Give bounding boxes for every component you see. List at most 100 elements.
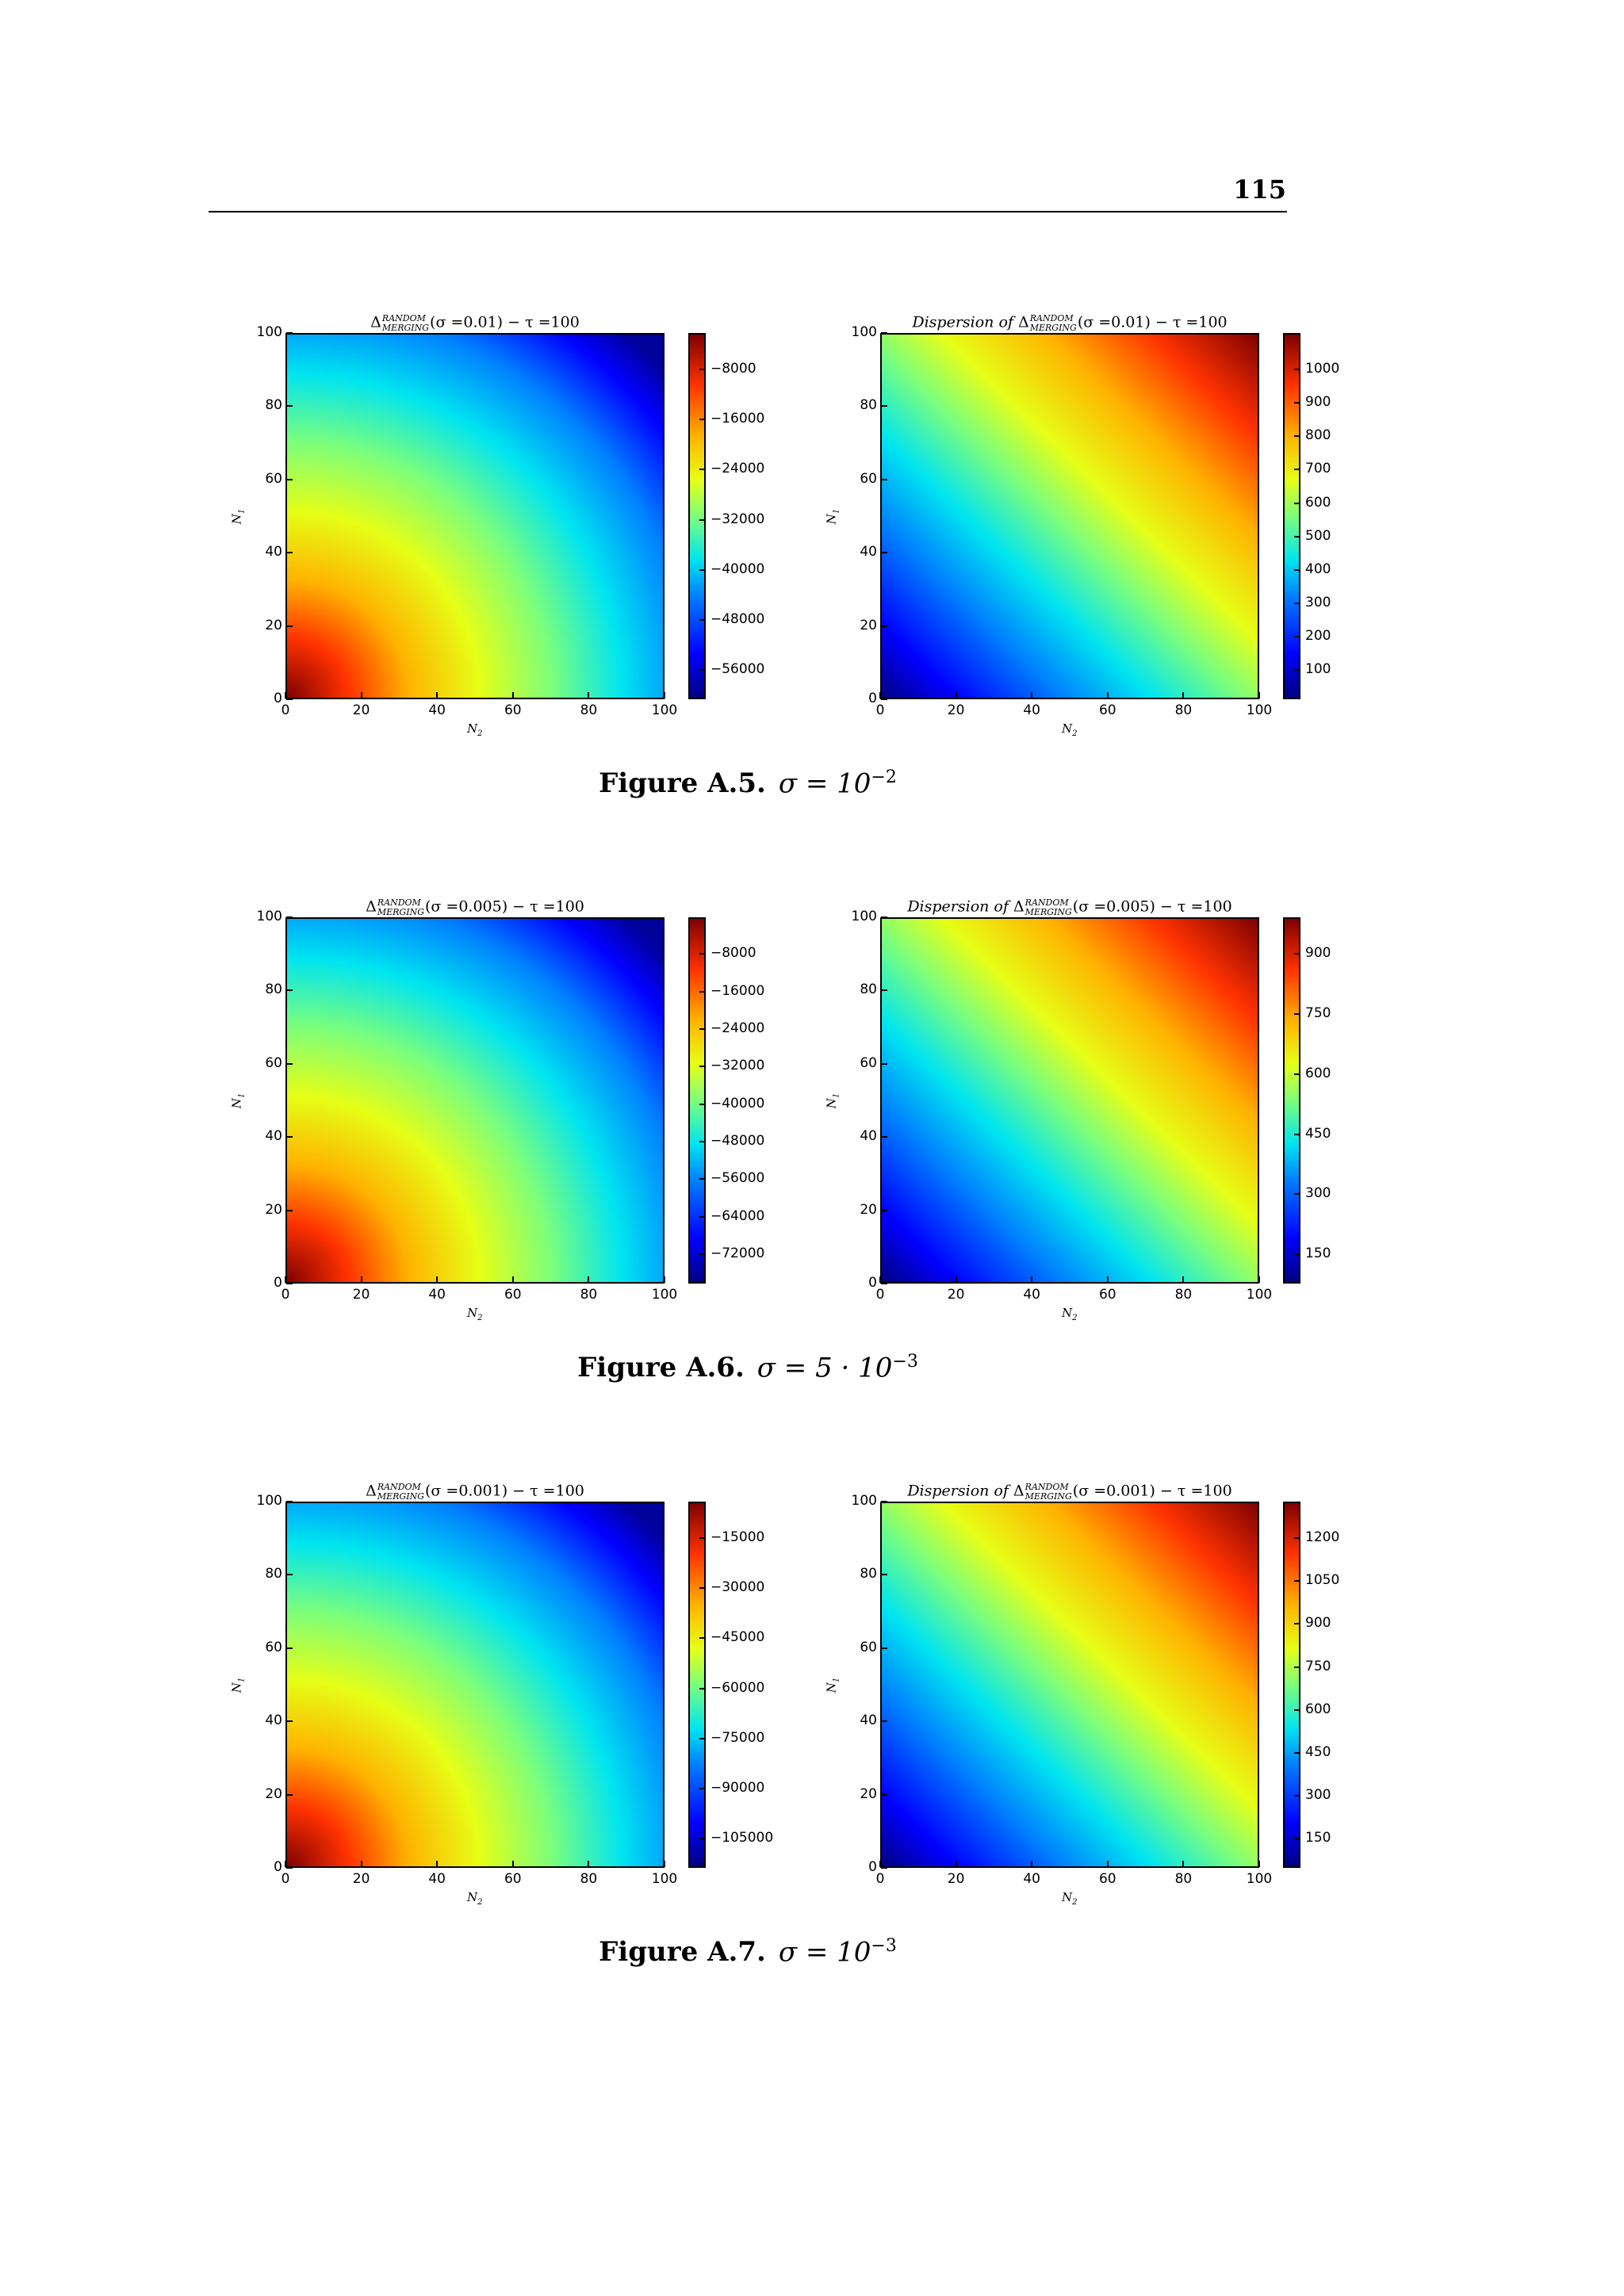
colorbar-tick-mark <box>1294 1580 1299 1582</box>
y-tick-mark <box>286 1574 293 1576</box>
colorbar-tick-label: −90000 <box>710 1779 765 1796</box>
x-tick-label: 0 <box>875 702 885 718</box>
colorbar-tick-label: 500 <box>1305 527 1331 544</box>
y-axis-label: N1 <box>824 1677 841 1693</box>
y-tick-label: 20 <box>265 1785 282 1802</box>
x-axis-label: N2 <box>1062 1890 1078 1907</box>
colorbar-tick-label: 800 <box>1305 427 1331 444</box>
x-tick-label: 80 <box>1174 1287 1193 1303</box>
colorbar-tick-label: 600 <box>1305 494 1331 511</box>
colorbar-tick-label: 1000 <box>1305 361 1340 377</box>
plot-title: Dispersion of Δ RANDOM MERGING (σ =0.001) −… <box>907 1482 1232 1502</box>
x-tick-label: 60 <box>1098 1871 1116 1887</box>
y-tick-mark <box>881 552 887 554</box>
colorbar-tick-mark <box>1294 1751 1299 1754</box>
colorbar-tick-mark <box>699 1178 704 1181</box>
x-tick-mark <box>1106 692 1109 698</box>
y-tick-label: 40 <box>860 1712 877 1729</box>
y-tick-label: 20 <box>860 1201 877 1218</box>
x-tick-label: 100 <box>1246 1871 1273 1887</box>
colorbar-tick-mark <box>699 1103 704 1105</box>
y-tick-label: 40 <box>265 544 282 561</box>
heatmap-mean <box>285 917 665 1284</box>
colorbar-tick-label: −40000 <box>710 1095 765 1112</box>
plot-title: Dispersion of Δ RANDOM MERGING (σ =0.005) −… <box>907 897 1232 917</box>
x-tick-label: 20 <box>947 1287 965 1303</box>
colorbar-mean <box>688 1502 706 1868</box>
colorbar-tick-mark <box>699 419 704 421</box>
y-tick-label: 60 <box>860 1639 877 1655</box>
x-tick-mark <box>1182 1861 1185 1867</box>
colorbar-tick-mark <box>1294 535 1299 538</box>
colorbar-tick-mark <box>699 618 704 621</box>
x-tick-label: 100 <box>651 1871 678 1887</box>
y-tick-label: 0 <box>868 1275 877 1291</box>
colorbar-tick-mark <box>1294 1623 1299 1625</box>
y-tick-label: 60 <box>265 470 282 487</box>
colorbar-tick-label: −56000 <box>710 661 765 678</box>
plot-title: Δ RANDOM MERGING (σ =0.001) − τ =100 <box>366 1482 584 1502</box>
colorbar-tick-label: 750 <box>1305 1658 1331 1674</box>
x-tick-label: 60 <box>504 1871 522 1887</box>
x-tick-label: 40 <box>428 702 446 718</box>
colorbar-mean <box>688 917 706 1284</box>
heatmap-dispersion <box>880 333 1259 699</box>
y-tick-label: 60 <box>860 470 877 487</box>
colorbar-tick-mark <box>699 469 704 471</box>
y-tick-label: 100 <box>851 1493 877 1509</box>
colorbar-tick-label: −60000 <box>710 1679 765 1696</box>
colorbar-tick-label: 300 <box>1305 1786 1331 1803</box>
colorbar-tick-mark <box>699 1687 704 1689</box>
heatmap-dispersion <box>880 917 1259 1284</box>
x-tick-label: 20 <box>352 702 370 718</box>
colorbar-tick-label: 100 <box>1305 661 1331 678</box>
y-tick-label: 60 <box>265 1054 282 1071</box>
y-tick-mark <box>881 916 887 918</box>
x-tick-mark <box>285 1276 286 1283</box>
x-tick-mark <box>1258 1861 1260 1867</box>
y-axis-label: N1 <box>229 1093 247 1109</box>
x-tick-mark <box>588 692 590 698</box>
x-tick-mark <box>955 1861 957 1867</box>
colorbar-tick-mark <box>1294 1838 1299 1840</box>
colorbar-tick-label: 300 <box>1305 594 1331 610</box>
plot-title: Δ RANDOM MERGING (σ =0.005) − τ =100 <box>366 897 584 917</box>
x-tick-label: 100 <box>1246 1287 1273 1303</box>
colorbar-tick-mark <box>1294 635 1299 637</box>
y-tick-mark <box>881 1867 887 1869</box>
colorbar-tick-mark <box>699 1637 704 1640</box>
colorbar-tick-mark <box>699 669 704 672</box>
colorbar-tick-label: −32000 <box>710 1058 765 1074</box>
x-tick-mark <box>1031 1861 1033 1867</box>
colorbar-tick-label: −24000 <box>710 1020 765 1036</box>
x-tick-mark <box>436 1276 439 1283</box>
y-tick-mark <box>881 1209 887 1211</box>
y-tick-label: 0 <box>274 691 282 706</box>
colorbar-tick-mark <box>699 1787 704 1789</box>
colorbar-tick-label: −16000 <box>710 411 765 427</box>
x-tick-mark <box>1031 692 1033 698</box>
colorbar-tick-mark <box>699 519 704 521</box>
header-rule <box>209 211 1287 212</box>
y-tick-mark <box>286 1793 293 1796</box>
y-tick-mark <box>881 1283 887 1284</box>
y-tick-label: 20 <box>265 1201 282 1218</box>
x-tick-mark <box>511 692 514 698</box>
colorbar-tick-label: −48000 <box>710 1132 765 1149</box>
colorbar-tick-label: 900 <box>1305 1615 1331 1632</box>
colorbar-dispersion <box>1283 917 1300 1284</box>
colorbar-tick-mark <box>1294 402 1299 404</box>
colorbar-dispersion <box>1283 1502 1300 1868</box>
colorbar-tick-label: −8000 <box>710 945 756 962</box>
colorbar-tick-mark <box>1294 1073 1299 1075</box>
y-tick-label: 100 <box>851 909 877 924</box>
y-tick-label: 20 <box>265 617 282 633</box>
colorbar-tick-mark <box>699 1838 704 1840</box>
y-tick-label: 100 <box>256 324 282 340</box>
y-tick-mark <box>881 989 887 992</box>
colorbar-tick-mark <box>1294 1193 1299 1196</box>
x-tick-label: 20 <box>947 1871 965 1887</box>
y-tick-mark <box>881 332 887 334</box>
plot-title: Dispersion of Δ RANDOM MERGING (σ =0.01) − … <box>912 313 1228 333</box>
x-tick-label: 100 <box>1246 702 1273 718</box>
